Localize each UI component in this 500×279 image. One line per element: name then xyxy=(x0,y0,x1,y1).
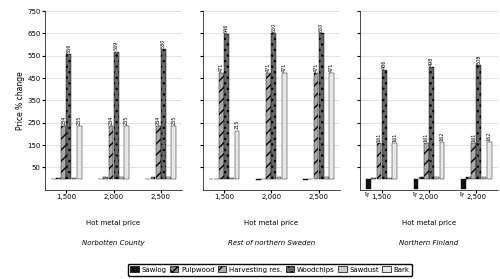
Bar xyxy=(382,70,386,179)
Bar xyxy=(172,126,176,179)
Bar xyxy=(429,68,434,179)
Text: 162: 162 xyxy=(486,132,492,141)
Bar xyxy=(387,178,392,179)
Bar xyxy=(471,143,476,179)
Bar xyxy=(124,126,129,179)
Text: 471: 471 xyxy=(282,63,287,72)
Bar xyxy=(440,142,444,179)
Bar xyxy=(56,178,61,179)
Text: 471: 471 xyxy=(219,63,224,72)
Bar xyxy=(318,33,324,179)
Text: 646: 646 xyxy=(224,24,229,33)
Bar xyxy=(256,179,260,180)
Bar xyxy=(219,73,224,179)
Bar xyxy=(224,34,229,179)
Y-axis label: Price % change: Price % change xyxy=(16,71,24,130)
Bar xyxy=(230,178,234,179)
Text: 569: 569 xyxy=(114,41,118,50)
Text: 162: 162 xyxy=(440,132,444,141)
Text: 235: 235 xyxy=(77,116,82,125)
Text: 47: 47 xyxy=(460,190,466,196)
Bar xyxy=(166,177,171,179)
Text: 471: 471 xyxy=(266,63,271,72)
Bar xyxy=(414,179,418,189)
Text: 47: 47 xyxy=(414,190,418,196)
Text: Northern Finland: Northern Finland xyxy=(400,240,458,246)
Bar xyxy=(482,177,486,179)
Text: Hot metal price: Hot metal price xyxy=(402,220,456,226)
Bar xyxy=(376,143,382,179)
Text: Hot metal price: Hot metal price xyxy=(86,220,141,226)
Text: Norbotten County: Norbotten County xyxy=(82,240,145,246)
Bar xyxy=(424,143,428,179)
Text: 235: 235 xyxy=(124,116,129,125)
Text: 556: 556 xyxy=(66,44,71,53)
Bar xyxy=(466,177,471,179)
Text: 234: 234 xyxy=(108,116,114,125)
Text: Rest of northern Sweden: Rest of northern Sweden xyxy=(228,240,315,246)
Bar xyxy=(372,178,376,179)
Text: 161: 161 xyxy=(471,132,476,141)
Bar xyxy=(461,179,466,189)
Text: 161: 161 xyxy=(392,132,397,141)
Bar xyxy=(104,177,108,179)
Bar xyxy=(72,178,76,179)
Bar xyxy=(392,143,397,179)
Bar xyxy=(114,52,118,179)
Bar xyxy=(156,126,160,179)
Text: Hot metal price: Hot metal price xyxy=(244,220,298,226)
Bar xyxy=(476,65,481,179)
Bar xyxy=(324,177,328,179)
Text: 234: 234 xyxy=(156,116,160,125)
Text: 161: 161 xyxy=(424,132,429,141)
Bar xyxy=(161,49,166,179)
Bar xyxy=(119,177,124,179)
Text: 580: 580 xyxy=(161,39,166,48)
Bar xyxy=(329,73,334,179)
Text: 650: 650 xyxy=(318,23,324,32)
Bar xyxy=(303,179,308,180)
Bar xyxy=(282,73,286,179)
Text: 498: 498 xyxy=(429,57,434,66)
Text: 47: 47 xyxy=(366,190,371,196)
Bar xyxy=(314,73,318,179)
Bar xyxy=(66,54,71,179)
Text: 650: 650 xyxy=(272,23,276,32)
Bar xyxy=(266,73,271,179)
Text: 471: 471 xyxy=(314,63,318,72)
Bar xyxy=(234,131,240,179)
Text: 161: 161 xyxy=(376,132,382,141)
Bar xyxy=(487,142,492,179)
Bar xyxy=(434,177,439,179)
Bar xyxy=(62,126,66,179)
Text: 215: 215 xyxy=(234,120,240,129)
Bar xyxy=(366,179,371,189)
Bar xyxy=(77,126,82,179)
Text: 508: 508 xyxy=(476,55,482,64)
Bar xyxy=(150,177,156,179)
Text: 486: 486 xyxy=(382,60,387,69)
Bar xyxy=(418,177,424,179)
Bar xyxy=(276,177,281,179)
Bar xyxy=(108,126,114,179)
Text: 471: 471 xyxy=(329,63,334,72)
Text: 234: 234 xyxy=(61,116,66,125)
Bar xyxy=(272,33,276,179)
Legend: Sawlog, Pulpwood, Harvesting res., Woodchips, Sawdust, Bark: Sawlog, Pulpwood, Harvesting res., Woodc… xyxy=(128,264,412,276)
Text: 235: 235 xyxy=(172,116,176,125)
